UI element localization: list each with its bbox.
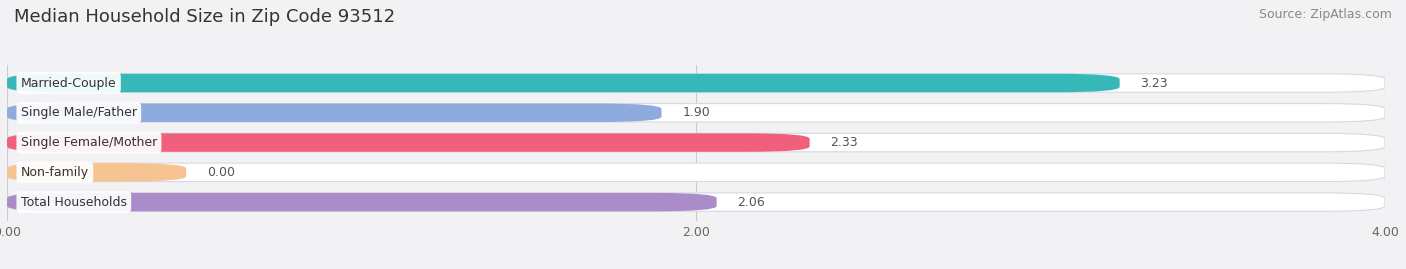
Text: Source: ZipAtlas.com: Source: ZipAtlas.com	[1258, 8, 1392, 21]
Text: Total Households: Total Households	[21, 196, 127, 209]
FancyBboxPatch shape	[7, 133, 810, 152]
Text: Single Female/Mother: Single Female/Mother	[21, 136, 157, 149]
Text: 1.90: 1.90	[682, 106, 710, 119]
FancyBboxPatch shape	[7, 104, 1385, 122]
Text: Married-Couple: Married-Couple	[21, 76, 117, 90]
Text: 2.33: 2.33	[831, 136, 858, 149]
FancyBboxPatch shape	[7, 163, 1385, 182]
FancyBboxPatch shape	[7, 163, 186, 182]
FancyBboxPatch shape	[7, 74, 1385, 92]
FancyBboxPatch shape	[7, 104, 662, 122]
Text: Median Household Size in Zip Code 93512: Median Household Size in Zip Code 93512	[14, 8, 395, 26]
Text: 3.23: 3.23	[1140, 76, 1168, 90]
FancyBboxPatch shape	[7, 133, 1385, 152]
Text: Non-family: Non-family	[21, 166, 89, 179]
FancyBboxPatch shape	[7, 74, 1119, 92]
Text: Single Male/Father: Single Male/Father	[21, 106, 136, 119]
Text: 0.00: 0.00	[207, 166, 235, 179]
FancyBboxPatch shape	[7, 193, 717, 211]
FancyBboxPatch shape	[7, 193, 1385, 211]
Text: 2.06: 2.06	[737, 196, 765, 209]
